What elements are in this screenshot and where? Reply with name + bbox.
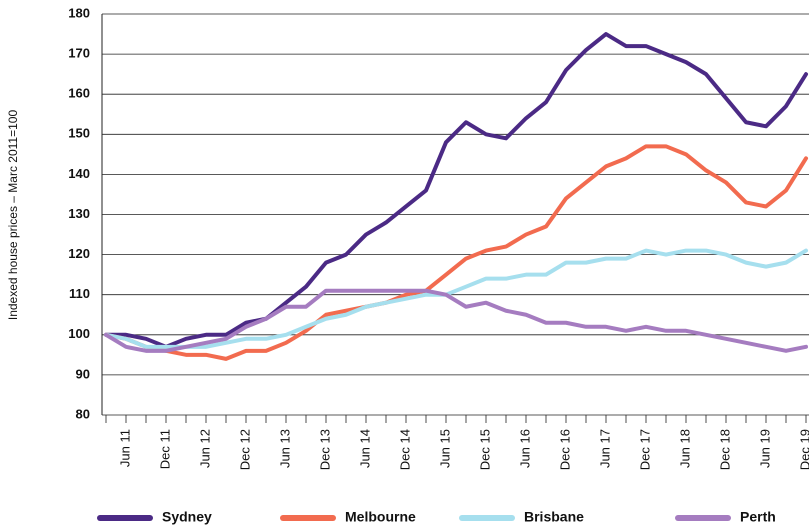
x-tick-label: Dec 18 [717, 429, 732, 470]
y-axis-label: Indexed house prices – Marc 2011=100 [6, 110, 20, 321]
x-tick-label: Dec 11 [157, 429, 172, 469]
x-tick-label: Jun 15 [437, 429, 452, 468]
x-tick-label: Dec 12 [237, 429, 252, 470]
x-tick-label: Dec 14 [397, 429, 412, 470]
x-tick-label: Jun 16 [517, 429, 532, 468]
x-tick-label: Jun 14 [357, 429, 372, 468]
y-tick-label: 140 [68, 166, 90, 181]
y-tick-label: 120 [68, 246, 90, 261]
y-tick-label: 110 [69, 286, 90, 301]
x-tick-label: Jun 17 [597, 429, 612, 468]
legend-label: Melbourne [345, 509, 416, 525]
y-tick-label: 170 [68, 46, 90, 61]
series-line [104, 288, 808, 353]
x-tick-label: Dec 16 [557, 429, 572, 470]
legend-label: Brisbane [524, 509, 584, 525]
series-line [104, 144, 808, 361]
y-tick-label: 100 [68, 326, 90, 341]
x-tick-label: Jun 11 [117, 429, 132, 467]
series-line [104, 248, 808, 349]
legend-label: Sydney [162, 509, 212, 525]
x-tick-label: Jun 18 [677, 429, 692, 468]
x-tick-label: Jun 19 [757, 429, 772, 468]
y-tick-label: 130 [68, 206, 90, 221]
x-tick-label: Dec 15 [477, 429, 492, 470]
y-tick-label: 90 [76, 366, 90, 381]
series-line [104, 32, 808, 349]
x-tick-label: Dec 17 [637, 429, 652, 470]
legend-label: Perth [740, 509, 776, 525]
y-tick-label: 180 [68, 5, 90, 20]
x-tick-label: Jun 12 [197, 429, 212, 468]
x-tick-label: Dec 19 [797, 429, 809, 470]
x-tick-label: Jun 13 [277, 429, 292, 468]
y-tick-label: 160 [68, 86, 90, 101]
y-tick-label: 150 [68, 126, 90, 141]
y-tick-label: 80 [76, 406, 90, 421]
x-tick-label: Dec 13 [317, 429, 332, 470]
